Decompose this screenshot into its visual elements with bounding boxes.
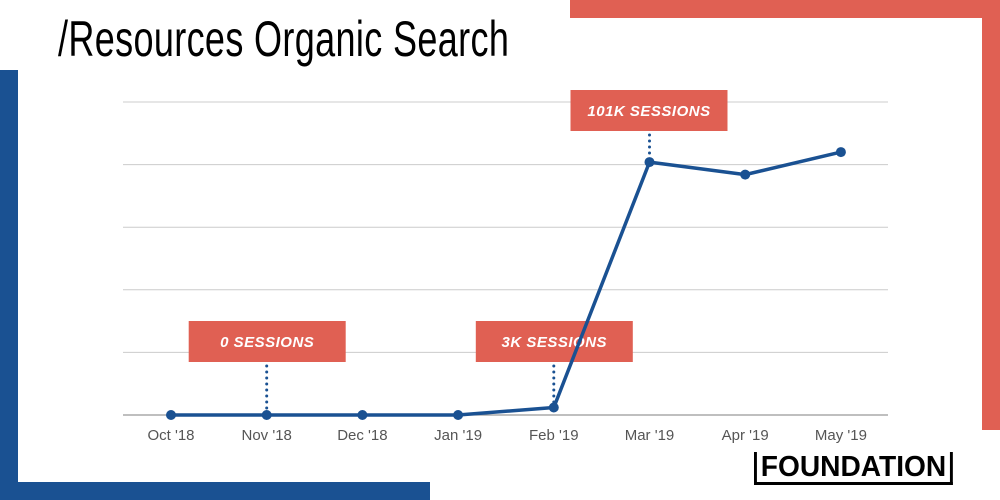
data-point	[835, 147, 846, 158]
blue-bottom-bar	[0, 482, 430, 500]
x-tick-label: Apr '19	[722, 427, 769, 444]
x-tick-label: Mar '19	[625, 427, 675, 444]
x-tick-label: Jan '19	[434, 427, 482, 444]
red-right-bar	[982, 0, 1000, 430]
data-point	[644, 157, 655, 168]
blue-left-bar	[0, 70, 18, 500]
annotation-box	[570, 90, 728, 131]
x-tick-label: Dec '18	[337, 427, 387, 444]
x-tick-label: Nov '18	[242, 427, 292, 444]
x-tick-label: May '19	[815, 427, 867, 444]
series-line	[171, 150, 842, 417]
data-point	[261, 410, 272, 420]
annotation-label: 0 SESSIONS	[220, 334, 314, 351]
annotation-box	[188, 321, 346, 362]
data-point	[357, 410, 368, 420]
data-point	[740, 169, 751, 180]
x-tick-label: Oct '18	[147, 427, 194, 444]
foundation-logo: FOUNDATION	[754, 452, 954, 485]
annotation-label: 3K SESSIONS	[502, 334, 608, 351]
x-tick-label: Feb '19	[529, 427, 579, 444]
annotation-label: 101K SESSIONS	[587, 103, 710, 120]
data-point	[166, 410, 176, 420]
data-point	[548, 402, 559, 413]
data-point	[453, 410, 464, 420]
red-top-bar	[570, 0, 1000, 18]
page-title: /Resources Organic Search	[58, 11, 510, 67]
annotation-box	[475, 321, 633, 362]
